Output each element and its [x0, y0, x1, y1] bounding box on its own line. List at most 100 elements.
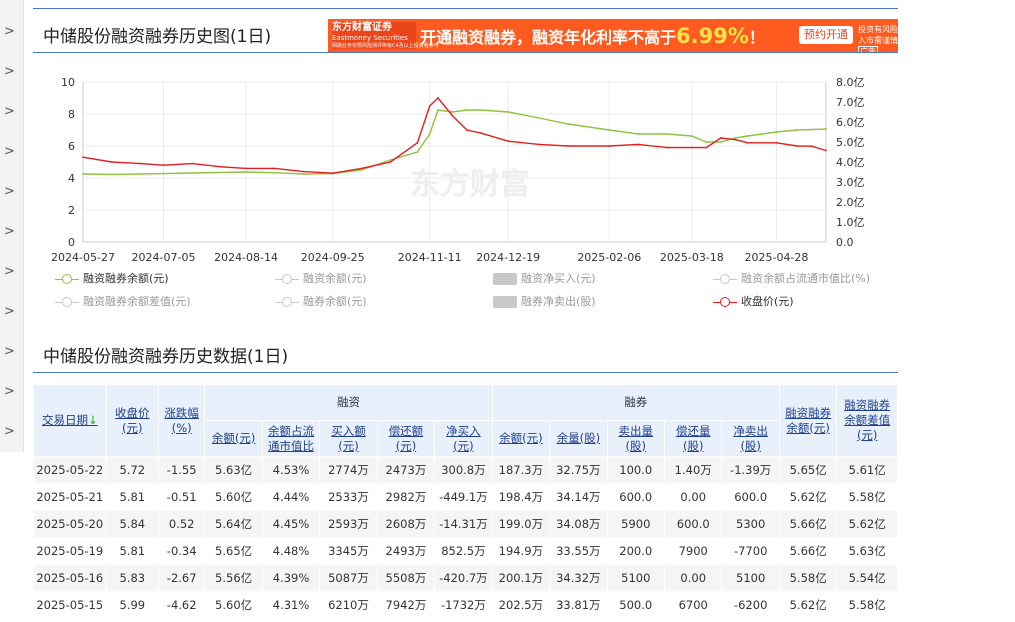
- ad-logo-name: 东方财富证券: [332, 22, 392, 33]
- series-point: [637, 133, 640, 135]
- header-rz-buy[interactable]: 买入额 (元): [319, 420, 378, 457]
- legend-item[interactable]: 融资净买入(元): [493, 270, 596, 286]
- cell-rq-volume: 33.81万: [549, 591, 608, 619]
- y-left-tick: 10: [61, 76, 75, 89]
- chevron-right-icon[interactable]: >: [4, 264, 15, 279]
- cell-rz-buy: 6210万: [319, 591, 378, 619]
- chevron-right-icon[interactable]: >: [4, 24, 15, 39]
- chevron-right-icon[interactable]: >: [4, 184, 15, 199]
- ad-headline: 开通融资融券，融资年化利率不高于6.99%！: [420, 24, 765, 48]
- cell-diff: 5.58亿: [836, 591, 898, 619]
- series-point: [775, 141, 778, 144]
- cell-rz-net: -1732万: [434, 591, 493, 619]
- cell-rq-volume: 32.75万: [549, 456, 608, 484]
- legend-item[interactable]: 融资余额(元): [275, 270, 367, 286]
- header-rz-balance[interactable]: 余额(元): [204, 420, 263, 457]
- series-point: [466, 129, 468, 131]
- header-rq-repay[interactable]: 偿还量 (股): [663, 420, 723, 457]
- cell-total: 5.62亿: [778, 483, 838, 511]
- ad-banner[interactable]: 东方财富证券 Eastmoney Securities 网融业务仅限风险测评等级…: [328, 19, 898, 52]
- header-group-rq: 融券: [491, 384, 780, 421]
- header-rz-net[interactable]: 净买入 (元): [434, 420, 493, 457]
- series-point: [139, 173, 142, 175]
- legend-item[interactable]: 融券净卖出(股): [493, 293, 596, 309]
- header-total[interactable]: 融资融券 余额(元): [778, 384, 838, 457]
- header-diff[interactable]: 融资融券 余额差值 (元): [836, 384, 898, 457]
- cell-rz-buy: 3345万: [319, 537, 378, 565]
- x-tick-label: 2024-07-05: [132, 251, 196, 264]
- header-rz-repay[interactable]: 偿还额 (元): [376, 420, 436, 457]
- cell-rq-balance: 199.0万: [491, 510, 551, 538]
- ad-logo-disclaimer: 网融业务仅限风险测评等级C4及以上投资者参与: [332, 43, 439, 49]
- legend-line-icon: [713, 297, 737, 307]
- cell-rz-repay: 5508万: [376, 564, 436, 592]
- sort-arrow-icon[interactable]: ↓: [87, 413, 98, 427]
- legend-item[interactable]: 融资融券余额差值(元): [55, 293, 191, 309]
- header-rq-volume[interactable]: 余量(股): [549, 420, 608, 457]
- cell-rq-net: 600.0: [721, 483, 780, 511]
- chevron-right-icon[interactable]: >: [4, 304, 15, 319]
- ad-rate: 6.99%: [676, 24, 749, 48]
- series-point: [666, 146, 668, 149]
- chevron-right-icon[interactable]: >: [4, 104, 15, 119]
- ad-headline-end: ！: [748, 28, 765, 47]
- cell-rz-ratio: 4.48%: [261, 537, 321, 565]
- ad-logo: 东方财富证券 Eastmoney Securities 网融业务仅限风险测评等级…: [332, 22, 439, 49]
- cell-close: 5.99: [105, 591, 160, 619]
- chevron-right-icon[interactable]: >: [4, 424, 15, 439]
- series-point: [245, 171, 247, 173]
- series-point: [111, 173, 113, 176]
- margin-history-chart[interactable]: 东方财富 10 8 6 4 2 0 8.0亿 7.0亿 6.0亿 5.0亿 4.0亿 3.0亿 2.0亿 1…: [0, 0, 1015, 320]
- cell-diff: 5.58亿: [836, 483, 898, 511]
- series-point: [466, 109, 468, 111]
- cell-rq-sell: 5100: [606, 564, 666, 592]
- chevron-right-icon[interactable]: >: [4, 144, 15, 159]
- legend-item[interactable]: 融资余额占流通市值比(%): [713, 270, 870, 286]
- header-close[interactable]: 收盘价 (元): [105, 384, 160, 457]
- cell-rq-net: 5100: [721, 564, 780, 592]
- header-change[interactable]: 涨跌幅 (%): [157, 384, 206, 457]
- header-rq-net[interactable]: 净卖出 (股): [721, 420, 780, 457]
- cell-rq-sell: 200.0: [606, 537, 666, 565]
- table-row: 2025-05-15 5.99 -4.62 5.60亿 4.31% 6210万 7942万 -…: [33, 591, 898, 619]
- cell-total: 5.66亿: [778, 537, 838, 565]
- cell-close: 5.83: [105, 564, 160, 592]
- legend-label: 融资余额占流通市值比(%): [741, 272, 871, 285]
- header-date[interactable]: 交易日期↓: [33, 384, 107, 457]
- cell-rq-net: -1.39万: [721, 456, 780, 484]
- y-left-tick: 6: [68, 140, 75, 153]
- cell-rq-balance: 202.5万: [491, 591, 551, 619]
- header-rq-balance[interactable]: 余额(元): [491, 420, 551, 457]
- series-point: [360, 169, 363, 171]
- cell-rq-repay: 7900: [663, 537, 723, 565]
- legend-rect-icon: [493, 296, 517, 308]
- table-row: 2025-05-22 5.72 -1.55 5.63亿 4.53% 2774万 2473万 3…: [33, 456, 898, 484]
- y-right-tick: 4.0亿: [836, 156, 865, 169]
- y-left-tick: 4: [68, 172, 75, 185]
- header-rz-ratio[interactable]: 余额占流 通市值比: [261, 420, 321, 457]
- legend-item[interactable]: 融资融券余额(元): [55, 270, 169, 286]
- cell-rz-balance: 5.65亿: [204, 537, 263, 565]
- chevron-right-icon[interactable]: >: [4, 224, 15, 239]
- y-right-tick: 0.0: [836, 236, 854, 249]
- x-tick-label: 2024-09-25: [301, 251, 365, 264]
- series-point: [82, 173, 84, 175]
- legend-item[interactable]: 收盘价(元): [713, 293, 794, 309]
- chevron-right-icon[interactable]: >: [4, 384, 15, 399]
- cell-rz-balance: 5.63亿: [204, 456, 263, 484]
- cell-rq-volume: 34.14万: [549, 483, 608, 511]
- chevron-right-icon[interactable]: >: [4, 344, 15, 359]
- series-point: [810, 145, 813, 148]
- ad-open-account-button[interactable]: 预约开通: [799, 26, 853, 44]
- ad-logo-english: Eastmoney Securities: [332, 34, 408, 42]
- cell-rz-repay: 2473万: [376, 456, 436, 484]
- x-tick-label: 2025-03-18: [660, 251, 724, 264]
- header-rq-sell[interactable]: 卖出量 (股): [606, 420, 666, 457]
- legend-item[interactable]: 融券余额(元): [275, 293, 367, 309]
- cell-rq-net: 5300: [721, 510, 780, 538]
- x-tick-label: 2024-05-27: [51, 251, 115, 264]
- series-point: [705, 146, 708, 149]
- cell-rq-volume: 33.55万: [549, 537, 608, 565]
- cell-rz-net: 852.5万: [434, 537, 493, 565]
- chevron-right-icon[interactable]: >: [4, 64, 15, 79]
